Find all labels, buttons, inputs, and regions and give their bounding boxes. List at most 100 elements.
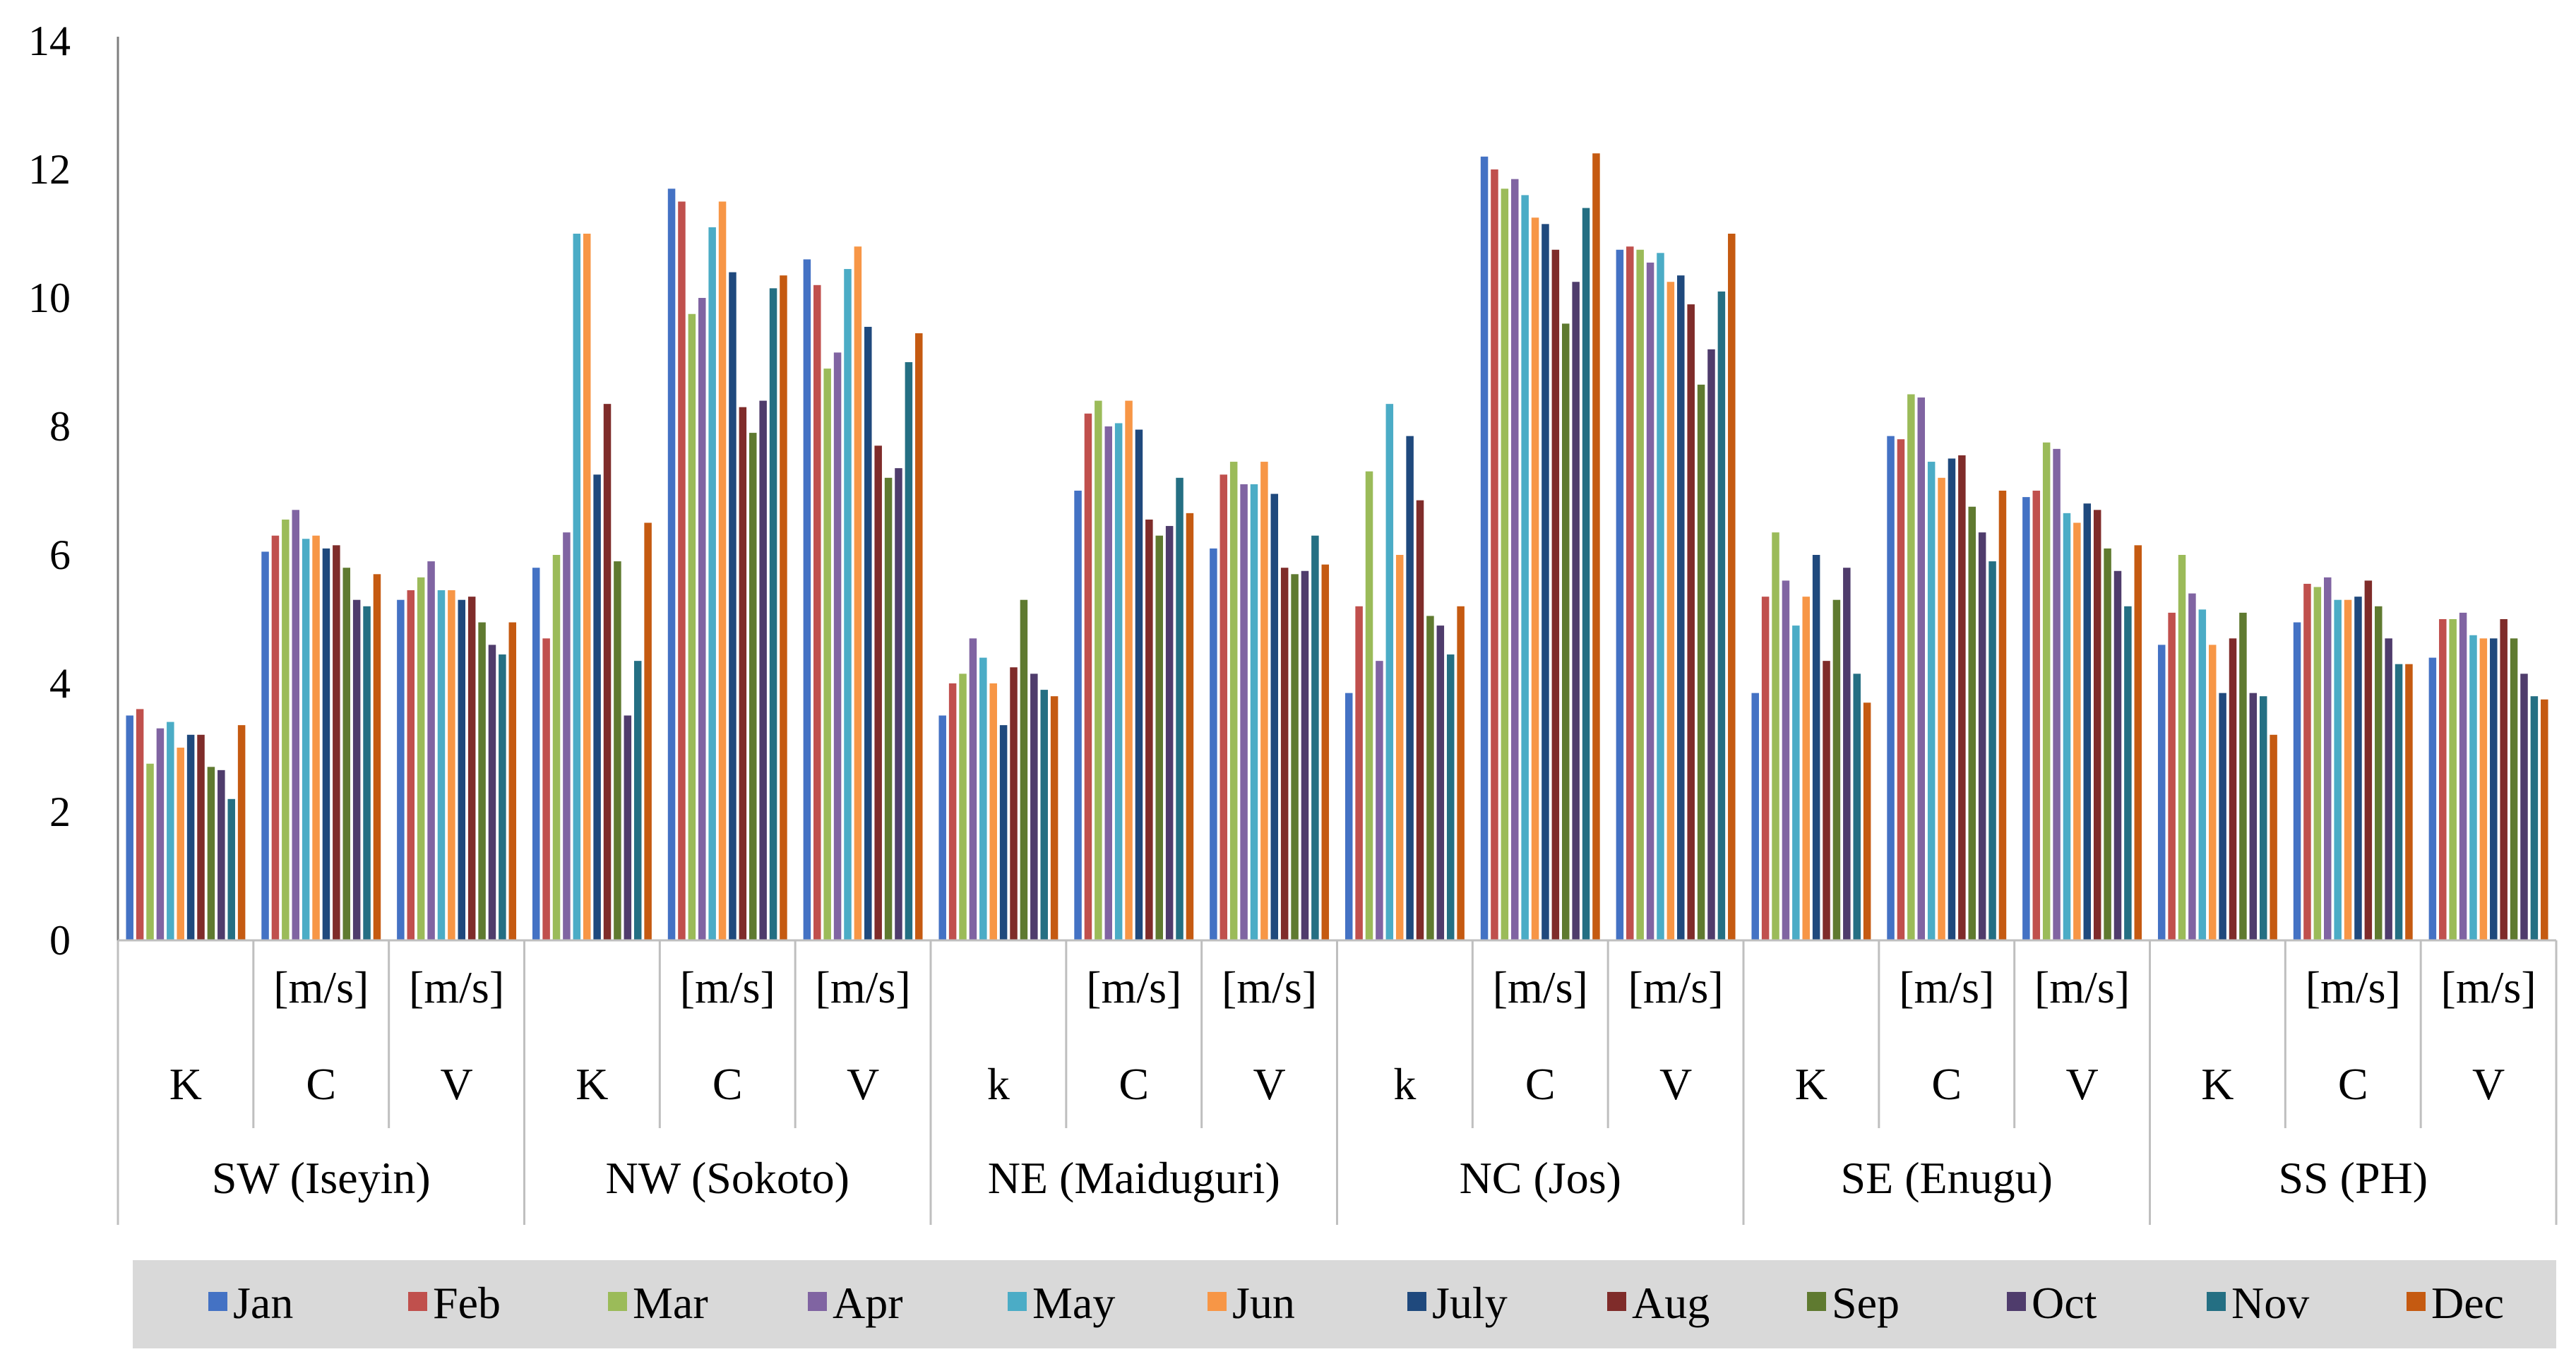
category-unit-label: [m/s]	[2441, 962, 2536, 1012]
bar-jun-nw-k	[583, 234, 591, 940]
legend-swatch	[2407, 1292, 2426, 1311]
bar-apr-nw-k	[563, 532, 571, 940]
bar-feb-nc-k	[1355, 606, 1363, 940]
bar-jan-se-v	[2022, 497, 2030, 940]
category-param-label: V	[847, 1059, 879, 1109]
bar-mar-ss-c	[2313, 587, 2322, 940]
bar-nov-ne-k	[1040, 690, 1048, 940]
legend-background	[133, 1260, 2556, 1348]
bar-jan-nc-c	[1480, 156, 1489, 940]
bar-nov-sw-v	[499, 654, 506, 940]
bar-may-ss-v	[2469, 635, 2477, 940]
category-param-label: K	[576, 1059, 608, 1109]
bar-may-nc-v	[1657, 253, 1664, 940]
bar-jun-ne-c	[1125, 400, 1133, 940]
bar-sep-nw-c	[749, 433, 757, 940]
bar-apr-sw-k	[156, 728, 165, 940]
bar-may-nw-k	[573, 234, 581, 940]
bar-apr-ss-c	[2324, 577, 2332, 940]
bar-mar-ne-c	[1095, 400, 1102, 940]
legend-label: May	[1032, 1278, 1115, 1328]
category-unit-label: [m/s]	[1493, 962, 1588, 1012]
legend-swatch	[208, 1292, 227, 1311]
bar-mar-nc-k	[1365, 471, 1373, 940]
legend-label: Jan	[233, 1278, 293, 1328]
category-unit-label: [m/s]	[816, 962, 911, 1012]
bar-mar-se-k	[1772, 532, 1779, 940]
bar-july-ss-c	[2354, 597, 2362, 940]
group-label: NE (Maiduguri)	[988, 1153, 1280, 1203]
bar-july-ne-k	[999, 725, 1008, 940]
bar-jan-nw-c	[667, 188, 676, 940]
y-tick-label: 8	[49, 403, 71, 450]
bar-may-ne-k	[979, 657, 987, 940]
bar-jun-nw-c	[718, 201, 727, 940]
bar-jun-nc-k	[1395, 555, 1404, 940]
bar-feb-nc-v	[1626, 246, 1634, 940]
bar-dec-nw-c	[780, 275, 787, 940]
bar-nov-sw-k	[227, 798, 235, 940]
bar-sep-ss-v	[2510, 638, 2518, 940]
bar-july-nw-v	[864, 326, 872, 940]
legend-item-aug: Aug	[1607, 1278, 1710, 1328]
bar-aug-sw-c	[333, 545, 340, 940]
bar-apr-nw-v	[833, 352, 842, 941]
bar-feb-sw-k	[136, 709, 144, 940]
bar-mar-ss-v	[2449, 619, 2457, 940]
legend-label: Jun	[1232, 1278, 1295, 1328]
bar-july-nc-v	[1677, 275, 1685, 940]
bar-sep-sw-k	[207, 767, 215, 940]
legend-item-apr: Apr	[808, 1278, 903, 1328]
bar-may-ss-c	[2334, 599, 2342, 940]
bar-jan-ss-k	[2157, 645, 2166, 940]
bar-oct-nw-c	[759, 400, 767, 940]
bar-aug-ne-c	[1145, 519, 1153, 940]
bar-dec-se-k	[1863, 702, 1871, 940]
bar-may-sw-c	[302, 539, 310, 940]
legend-item-july: July	[1407, 1278, 1508, 1328]
bar-mar-sw-c	[282, 519, 290, 940]
bar-jan-ss-v	[2428, 657, 2437, 940]
bar-oct-nc-v	[1707, 349, 1715, 940]
bar-oct-ss-c	[2385, 638, 2392, 940]
bar-dec-ss-c	[2405, 664, 2413, 940]
category-param-label: V	[2065, 1059, 2098, 1109]
bar-oct-nw-v	[895, 468, 902, 940]
bar-oct-se-c	[1978, 532, 1986, 940]
bar-july-se-c	[1948, 458, 1956, 940]
category-param-label: k	[987, 1059, 1010, 1109]
bar-oct-nc-k	[1436, 625, 1445, 940]
bar-dec-sw-k	[237, 725, 246, 940]
bar-mar-sw-v	[417, 577, 425, 940]
bar-dec-sw-c	[373, 574, 381, 940]
bar-jan-ne-v	[1210, 548, 1217, 940]
legend-label: Feb	[433, 1278, 501, 1328]
bar-dec-ne-c	[1186, 513, 1194, 940]
bar-may-nw-c	[708, 227, 716, 940]
legend-swatch	[608, 1292, 627, 1311]
legend-item-sep: Sep	[1807, 1278, 1900, 1328]
bar-dec-ne-k	[1050, 696, 1059, 940]
bar-apr-nc-c	[1511, 179, 1519, 940]
bar-aug-se-c	[1958, 455, 1966, 940]
bar-jun-se-c	[1938, 477, 1945, 940]
bar-july-ss-v	[2490, 638, 2498, 940]
bar-aug-se-v	[2093, 510, 2101, 940]
y-tick-label: 14	[28, 18, 71, 64]
bar-dec-nc-v	[1728, 234, 1736, 940]
y-tick-label: 2	[49, 789, 71, 835]
bar-jan-ne-k	[938, 715, 946, 940]
bar-jun-ss-c	[2344, 599, 2352, 940]
category-unit-label: [m/s]	[2034, 962, 2130, 1012]
bar-aug-ss-k	[2229, 638, 2237, 940]
bar-nov-se-v	[2124, 606, 2132, 940]
bar-mar-nc-c	[1501, 188, 1509, 940]
bar-oct-ne-c	[1165, 526, 1174, 940]
bar-aug-ne-k	[1010, 667, 1018, 940]
bar-jan-ne-c	[1074, 491, 1082, 940]
group-label: SS (PH)	[2278, 1153, 2428, 1203]
bar-dec-ne-v	[1321, 564, 1330, 940]
bar-jun-nc-v	[1666, 282, 1675, 940]
bar-nov-nc-v	[1717, 291, 1726, 940]
